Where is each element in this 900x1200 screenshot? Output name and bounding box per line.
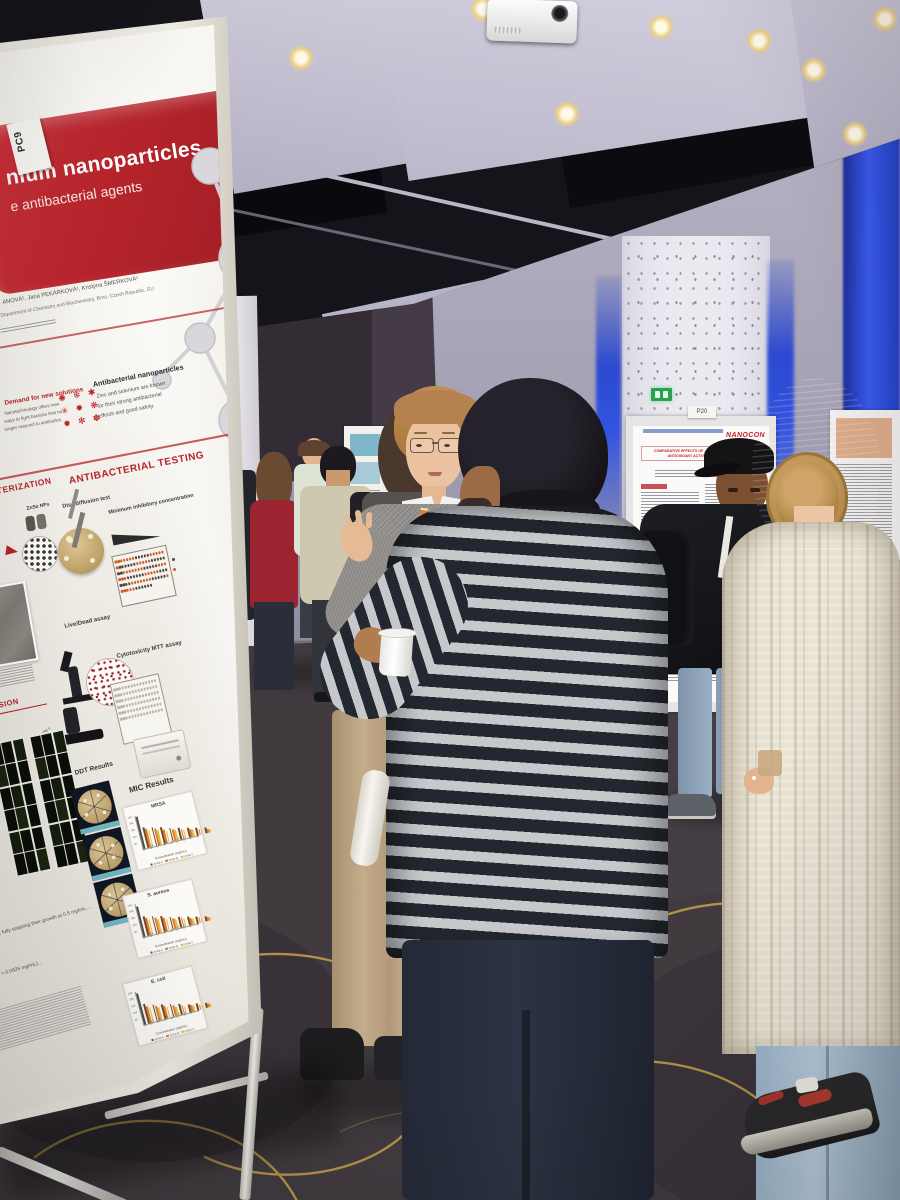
- conclusion-text: …(MIC = 0.0625 mg/mL)…: [0, 959, 44, 981]
- projector: [486, 0, 578, 44]
- virus-icon: ✻: [77, 415, 87, 427]
- poster-right-tag: P20: [688, 406, 716, 418]
- gradient-triangle-icon: [111, 525, 161, 546]
- recessed-light: [801, 57, 827, 83]
- mic-well-plate: [111, 544, 177, 608]
- nanocon-logo: NANOCON: [726, 432, 765, 439]
- poster-right-tag-text: P20: [696, 409, 708, 415]
- nanoparticle-vial-icon: [35, 513, 48, 530]
- led-band-far-right: [843, 120, 900, 440]
- cap-man-sneaker: [666, 794, 716, 816]
- recessed-light: [288, 45, 314, 71]
- ddt-results-label: DDT Results: [74, 760, 114, 777]
- man-trousers: [402, 940, 654, 1200]
- projector-lens-icon: [550, 4, 569, 23]
- cap-man-jeans: [678, 668, 712, 798]
- poster-email-line: [0, 319, 56, 333]
- virus-icon: ✹: [62, 418, 72, 430]
- petri-dish-icon: [58, 528, 104, 574]
- recessed-light: [554, 101, 580, 127]
- woman-boot: [300, 1028, 364, 1080]
- exit-sign-icon: [651, 388, 672, 401]
- np-cluster-icon: [22, 536, 58, 572]
- virus-icon: ✳: [60, 405, 70, 417]
- woman-glasses-icon: [410, 438, 434, 453]
- characterization-heading: TERIZATION: [0, 475, 53, 496]
- disc-diffusion-label: Disc diffusion test: [62, 494, 111, 510]
- live-dead-label: Live/Dead assay: [64, 614, 111, 630]
- virus-icon: ❄: [72, 389, 82, 401]
- recessed-light: [842, 121, 868, 147]
- poster-left-tag-text: PC9: [12, 130, 29, 154]
- person-bun-woman: [700, 378, 900, 1200]
- znse-nps-label: ZnSe NPs: [26, 501, 51, 512]
- arrow-icon: [5, 545, 19, 557]
- virus-icon: ✸: [74, 402, 85, 414]
- conclusion-text: …MRSA, fully stopping their growth at 0.…: [0, 904, 92, 941]
- recessed-light: [746, 28, 772, 54]
- person-red-top: [248, 452, 304, 692]
- mtt-label: Cytotoxicity MTT assay: [116, 640, 183, 660]
- rolled-paper: [348, 768, 392, 868]
- held-cup: [758, 750, 782, 776]
- recessed-light: [648, 14, 674, 40]
- mic-chart-mrsa: MRSA 50 100 150 200 250 C 0.02 0.03 0.06 0.13 0.25 0…: [122, 790, 212, 872]
- recessed-light: [872, 6, 898, 32]
- mic-chart-ecoli: E. coli 50 100 150 200 250 C 0.02 0.03 0.06 0.13 0.…: [122, 965, 212, 1047]
- sem-image: [0, 580, 39, 668]
- person-striped-sweater: [300, 370, 680, 1200]
- nanoparticle-vial-icon: [24, 515, 37, 532]
- ddt-dish-photo: [81, 826, 132, 882]
- mic-results-label: MIC Results: [128, 774, 175, 795]
- virus-icon: ✺: [57, 392, 67, 404]
